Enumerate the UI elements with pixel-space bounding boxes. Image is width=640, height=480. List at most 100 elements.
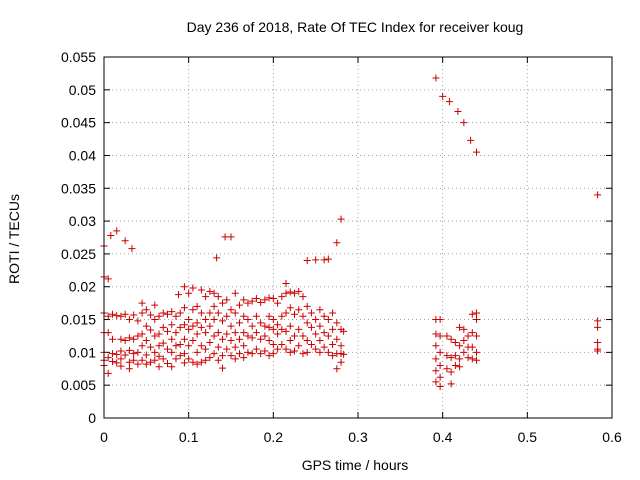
data-point-plus-marker	[445, 98, 453, 106]
data-point-plus-marker	[307, 309, 315, 317]
data-point-plus-marker	[125, 346, 133, 354]
x-tick-label: 0.6	[602, 429, 622, 445]
data-point-plus-marker	[436, 382, 444, 390]
data-point-plus-marker	[468, 310, 476, 318]
data-point-plus-marker	[340, 327, 348, 335]
data-point-plus-marker	[473, 316, 481, 324]
data-point-plus-marker	[231, 329, 239, 337]
data-point-plus-marker	[210, 289, 218, 297]
data-point-plus-marker	[147, 358, 155, 366]
data-point-plus-marker	[138, 342, 146, 350]
data-point-plus-marker	[451, 361, 459, 369]
data-point-plus-marker	[269, 295, 277, 303]
data-point-plus-marker	[155, 330, 163, 338]
x-tick-label: 0.5	[518, 429, 538, 445]
data-point-plus-marker	[248, 334, 256, 342]
data-point-plus-marker	[468, 355, 476, 363]
data-point-plus-marker	[206, 339, 214, 347]
data-point-plus-marker	[473, 348, 481, 356]
data-point-plus-marker	[134, 317, 142, 325]
data-point-plus-marker	[261, 332, 269, 340]
data-point-plus-marker	[197, 358, 205, 366]
data-point-plus-marker	[185, 355, 193, 363]
data-point-plus-marker	[299, 332, 307, 340]
data-point-plus-marker	[312, 316, 320, 324]
data-point-plus-marker	[113, 227, 121, 235]
data-point-plus-marker	[172, 342, 180, 350]
data-point-plus-marker	[172, 355, 180, 363]
data-point-plus-marker	[299, 293, 307, 301]
data-point-plus-marker	[468, 329, 476, 337]
data-point-plus-marker	[231, 343, 239, 351]
data-point-plus-marker	[151, 332, 159, 340]
data-point-plus-marker	[312, 330, 320, 338]
data-point-plus-marker	[436, 316, 444, 324]
data-point-plus-marker	[594, 339, 602, 347]
data-point-plus-marker	[468, 343, 476, 351]
data-point-plus-marker	[460, 337, 468, 345]
data-point-plus-marker	[439, 92, 447, 100]
data-point-plus-marker	[214, 309, 222, 317]
chart-title: Day 236 of 2018, Rate Of TEC Index for r…	[187, 19, 524, 35]
data-point-plus-marker	[193, 302, 201, 310]
x-tick-label: 0.3	[348, 429, 368, 445]
data-point-plus-marker	[214, 356, 222, 364]
data-point-plus-marker	[189, 306, 197, 314]
data-point-plus-marker	[274, 299, 282, 307]
data-point-plus-marker	[189, 358, 197, 366]
data-point-plus-marker	[464, 332, 472, 340]
data-point-plus-marker	[248, 350, 256, 358]
y-axis-label: ROTI / TECUs	[6, 194, 22, 284]
data-point-plus-marker	[337, 342, 345, 350]
data-point-plus-marker	[248, 322, 256, 330]
data-point-plus-marker	[142, 322, 150, 330]
data-point-plus-marker	[286, 322, 294, 330]
data-point-plus-marker	[265, 312, 273, 320]
data-point-plus-marker	[329, 325, 337, 333]
data-point-plus-marker	[231, 309, 239, 317]
data-point-plus-marker	[333, 335, 341, 343]
data-point-plus-marker	[104, 275, 112, 283]
data-point-plus-marker	[261, 347, 269, 355]
data-point-plus-marker	[125, 334, 133, 342]
data-point-plus-marker	[176, 309, 184, 317]
data-point-plus-marker	[128, 245, 136, 253]
data-point-plus-marker	[594, 347, 602, 355]
data-point-plus-marker	[324, 255, 332, 263]
data-point-plus-marker	[142, 360, 150, 368]
data-point-plus-marker	[121, 337, 129, 345]
data-point-plus-marker	[252, 329, 260, 337]
data-point-plus-marker	[269, 316, 277, 324]
data-point-plus-marker	[180, 321, 188, 329]
data-point-plus-marker	[473, 148, 481, 156]
data-point-plus-marker	[164, 327, 171, 335]
data-point-plus-marker	[329, 340, 337, 348]
data-point-plus-marker	[219, 317, 227, 325]
data-point-plus-marker	[219, 335, 227, 343]
data-point-plus-marker	[185, 342, 193, 350]
data-point-plus-marker	[121, 351, 129, 359]
data-point-plus-marker	[134, 332, 142, 340]
data-point-plus-marker	[320, 312, 328, 320]
data-point-plus-marker	[159, 323, 167, 331]
y-tick-label: 0.055	[61, 49, 96, 65]
data-point-plus-marker	[594, 323, 602, 331]
data-point-plus-marker	[316, 306, 324, 314]
data-points	[100, 74, 602, 390]
data-point-plus-marker	[295, 287, 303, 295]
data-point-plus-marker	[291, 332, 298, 340]
data-point-plus-marker	[176, 352, 184, 360]
data-point-plus-marker	[333, 365, 341, 373]
data-point-plus-marker	[432, 342, 440, 350]
data-point-plus-marker	[104, 329, 112, 337]
data-point-plus-marker	[265, 352, 273, 360]
data-point-plus-marker	[164, 310, 171, 318]
data-point-plus-marker	[117, 335, 125, 343]
data-point-plus-marker	[197, 309, 205, 317]
data-point-plus-marker	[291, 310, 298, 318]
data-point-plus-marker	[176, 340, 184, 348]
data-point-plus-marker	[108, 358, 116, 366]
data-point-plus-marker	[214, 329, 222, 337]
data-point-plus-marker	[244, 316, 252, 324]
